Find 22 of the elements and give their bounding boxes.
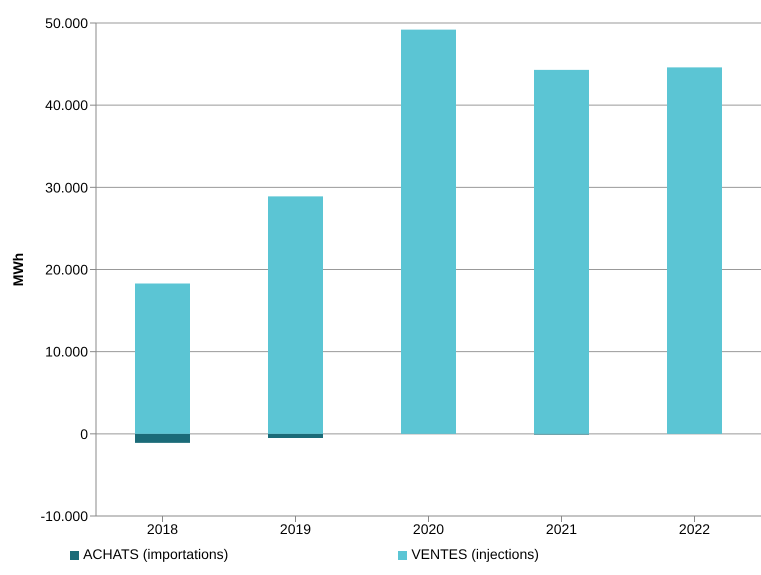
legend-label: VENTES (injections) — [411, 546, 539, 562]
bar — [268, 196, 323, 434]
x-tick-label: 2020 — [412, 520, 444, 537]
x-tick-label: 2019 — [280, 520, 312, 537]
y-tick-label: 20.000 — [45, 261, 88, 278]
bar — [667, 67, 722, 434]
bar — [534, 70, 589, 434]
x-tick-label: 2022 — [678, 520, 710, 537]
y-tick-label: 0 — [80, 426, 88, 442]
bar — [401, 30, 456, 434]
y-tick-label: 10.000 — [45, 344, 88, 360]
bar — [268, 434, 323, 438]
x-tick-label: 2018 — [146, 520, 178, 537]
legend-label: ACHATS (importations) — [83, 546, 228, 562]
y-tick-label: -10.000 — [40, 508, 88, 524]
bar — [135, 283, 190, 434]
bar — [135, 434, 190, 443]
y-tick-label: 30.000 — [45, 179, 88, 196]
y-axis-title: MWh — [10, 252, 26, 286]
y-tick-label: 40.000 — [45, 97, 88, 114]
x-tick-label: 2021 — [546, 520, 578, 537]
y-tick-label: 50.000 — [45, 14, 88, 31]
